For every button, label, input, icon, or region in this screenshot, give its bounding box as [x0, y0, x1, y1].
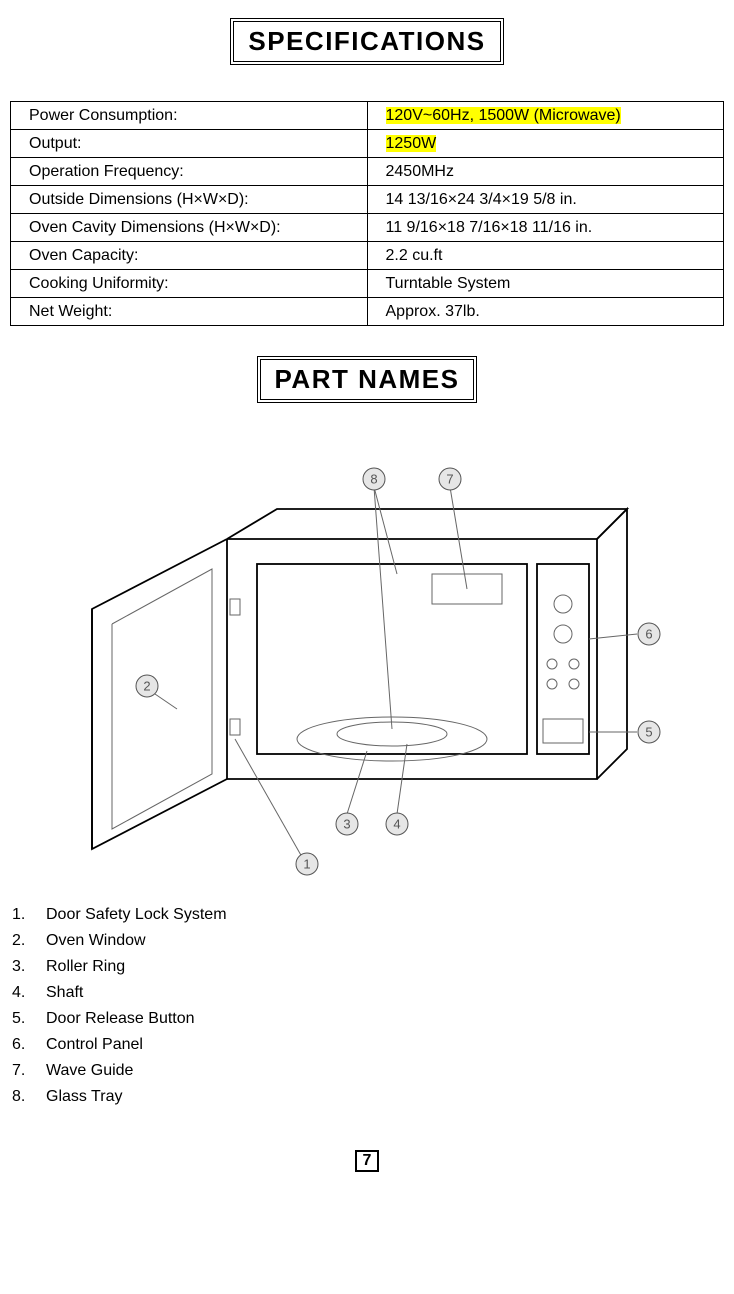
- spec-label: Output:: [11, 130, 368, 158]
- svg-text:3: 3: [343, 817, 350, 832]
- part-name: Glass Tray: [46, 1088, 122, 1105]
- spec-value: 14 13/16×24 3/4×19 5/8 in.: [367, 186, 724, 214]
- spec-value: 11 9/16×18 7/16×18 11/16 in.: [367, 214, 724, 242]
- part-name: Control Panel: [46, 1036, 143, 1053]
- spec-label: Net Weight:: [11, 298, 368, 326]
- table-row: Oven Cavity Dimensions (H×W×D):11 9/16×1…: [11, 214, 724, 242]
- part-number: 1.: [12, 902, 46, 928]
- callout-5: 5: [638, 721, 660, 743]
- callout-6: 6: [638, 623, 660, 645]
- table-row: Oven Capacity:2.2 cu.ft: [11, 242, 724, 270]
- list-item: 7.Wave Guide: [12, 1058, 724, 1084]
- spec-label: Power Consumption:: [11, 102, 368, 130]
- svg-text:7: 7: [446, 472, 453, 487]
- callout-4: 4: [386, 813, 408, 835]
- spec-value: Turntable System: [367, 270, 724, 298]
- list-item: 5.Door Release Button: [12, 1006, 724, 1032]
- list-item: 1.Door Safety Lock System: [12, 902, 724, 928]
- list-item: 8.Glass Tray: [12, 1084, 724, 1110]
- title-specifications: SPECIFICATIONS: [230, 18, 503, 65]
- spec-value: 2.2 cu.ft: [367, 242, 724, 270]
- svg-text:5: 5: [645, 725, 652, 740]
- spec-label: Operation Frequency:: [11, 158, 368, 186]
- table-row: Power Consumption:120V~60Hz, 1500W (Micr…: [11, 102, 724, 130]
- spec-label: Outside Dimensions (H×W×D):: [11, 186, 368, 214]
- svg-text:8: 8: [370, 472, 377, 487]
- part-name: Shaft: [46, 984, 83, 1001]
- spec-value: 120V~60Hz, 1500W (Microwave): [367, 102, 724, 130]
- part-number: 2.: [12, 928, 46, 954]
- callout-2: 2: [136, 675, 158, 697]
- part-number: 6.: [12, 1032, 46, 1058]
- svg-text:1: 1: [303, 857, 310, 872]
- spec-label: Oven Capacity:: [11, 242, 368, 270]
- list-item: 3.Roller Ring: [12, 954, 724, 980]
- list-item: 4.Shaft: [12, 980, 724, 1006]
- spec-value: Approx. 37lb.: [367, 298, 724, 326]
- spec-label: Oven Cavity Dimensions (H×W×D):: [11, 214, 368, 242]
- spec-value: 1250W: [367, 130, 724, 158]
- callout-3: 3: [336, 813, 358, 835]
- callout-7: 7: [439, 468, 461, 490]
- callout-1: 1: [296, 853, 318, 875]
- list-item: 2.Oven Window: [12, 928, 724, 954]
- part-number: 8.: [12, 1084, 46, 1110]
- part-number: 4.: [12, 980, 46, 1006]
- table-row: Output:1250W: [11, 130, 724, 158]
- callout-8: 8: [363, 468, 385, 490]
- specifications-table: Power Consumption:120V~60Hz, 1500W (Micr…: [10, 101, 724, 326]
- table-row: Net Weight:Approx. 37lb.: [11, 298, 724, 326]
- svg-text:6: 6: [645, 627, 652, 642]
- microwave-diagram: 8 7 6 5 4 3 2: [10, 439, 724, 884]
- title-part-names: PART NAMES: [257, 356, 478, 403]
- part-number: 3.: [12, 954, 46, 980]
- svg-text:4: 4: [393, 817, 400, 832]
- spec-label: Cooking Uniformity:: [11, 270, 368, 298]
- parts-legend-list: 1.Door Safety Lock System2.Oven Window3.…: [10, 902, 724, 1110]
- part-name: Oven Window: [46, 932, 146, 949]
- part-name: Wave Guide: [46, 1062, 133, 1079]
- part-name: Door Release Button: [46, 1010, 195, 1027]
- svg-text:2: 2: [143, 679, 150, 694]
- part-number: 7.: [12, 1058, 46, 1084]
- spec-value: 2450MHz: [367, 158, 724, 186]
- table-row: Operation Frequency:2450MHz: [11, 158, 724, 186]
- table-row: Cooking Uniformity:Turntable System: [11, 270, 724, 298]
- part-number: 5.: [12, 1006, 46, 1032]
- part-name: Door Safety Lock System: [46, 906, 227, 923]
- page-number: 7: [355, 1150, 379, 1172]
- list-item: 6.Control Panel: [12, 1032, 724, 1058]
- table-row: Outside Dimensions (H×W×D):14 13/16×24 3…: [11, 186, 724, 214]
- part-name: Roller Ring: [46, 958, 125, 975]
